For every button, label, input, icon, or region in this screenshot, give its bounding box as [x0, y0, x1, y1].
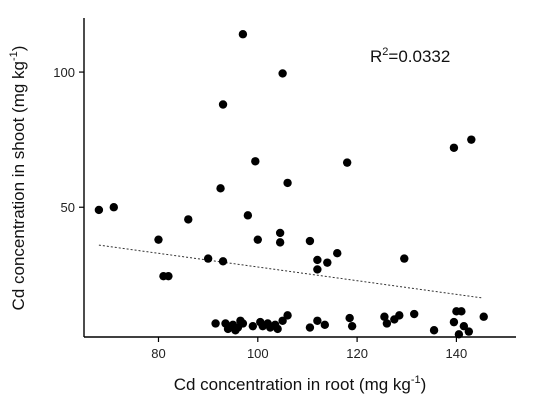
y-tick-label: 100 — [53, 65, 75, 80]
data-point — [283, 178, 292, 188]
data-point — [164, 271, 173, 281]
data-point — [382, 319, 392, 328]
data-point — [320, 320, 330, 330]
r-squared-annotation: R2=0.0332 — [370, 46, 450, 66]
data-point — [313, 265, 322, 274]
data-point — [400, 254, 409, 263]
data-point — [283, 311, 292, 320]
data-point — [275, 228, 285, 238]
data-point — [238, 30, 248, 39]
data-point — [275, 238, 285, 247]
data-point — [323, 258, 332, 267]
data-point — [380, 312, 389, 321]
data-point — [218, 100, 228, 109]
data-point — [467, 135, 476, 144]
data-point — [238, 319, 248, 328]
y-tick-label: 50 — [61, 200, 75, 215]
x-axis-ticks: 80 100 120 140 — [151, 337, 467, 361]
data-point — [273, 324, 282, 334]
x-tick-label: 100 — [247, 346, 269, 361]
y-axis-ticks: 50 100 — [53, 65, 84, 215]
data-point — [184, 215, 193, 224]
data-point — [313, 255, 322, 265]
data-point — [211, 319, 220, 328]
data-point — [345, 313, 354, 323]
data-point — [429, 326, 439, 335]
data-point — [218, 257, 228, 266]
data-point — [305, 323, 315, 332]
data-point — [216, 184, 225, 193]
data-point — [278, 316, 287, 325]
data-point — [342, 158, 352, 167]
data-point — [154, 235, 163, 244]
data-point — [94, 205, 104, 215]
data-point — [251, 157, 260, 166]
data-point — [313, 316, 322, 325]
plot-frame — [83, 18, 516, 338]
data-point — [449, 317, 459, 327]
data-point — [243, 211, 253, 220]
data-point — [454, 330, 464, 339]
data-point — [347, 321, 357, 331]
x-tick-label: 140 — [446, 346, 468, 361]
data-point — [248, 321, 258, 331]
data-point — [410, 309, 419, 319]
data-point — [479, 312, 488, 321]
data-point — [449, 143, 459, 152]
data-point — [457, 307, 466, 316]
data-point — [464, 327, 474, 336]
x-axis-title: Cd concentration in root (mg kg-1) — [174, 374, 427, 394]
data-point — [109, 203, 118, 212]
data-point — [459, 321, 469, 331]
data-point — [278, 69, 287, 78]
data-point — [333, 248, 342, 258]
data-point — [395, 311, 404, 320]
data-point — [305, 236, 315, 246]
data-point — [253, 235, 262, 244]
y-axis-title: Cd concentration in shoot (mg kg-1) — [8, 46, 28, 311]
data-points — [94, 30, 488, 339]
trend-line — [98, 244, 482, 299]
data-point — [203, 254, 213, 263]
x-tick-label: 80 — [151, 346, 165, 361]
x-tick-label: 120 — [346, 346, 368, 361]
